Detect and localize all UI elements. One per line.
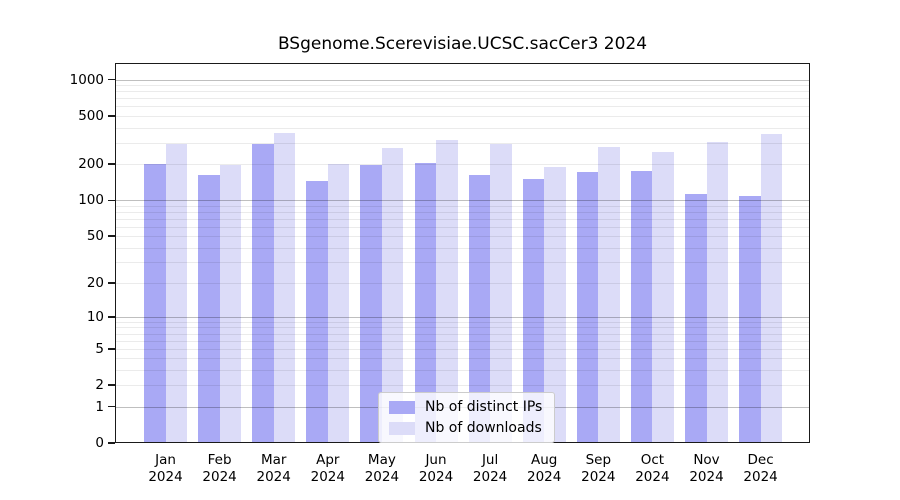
gridline-y-800	[115, 91, 810, 93]
gridline-y-4	[115, 358, 810, 360]
gridline-y-500	[115, 116, 810, 118]
gridline-y-80	[115, 211, 810, 213]
gridline-y-300	[115, 142, 810, 144]
gridline-y-9	[115, 321, 810, 323]
gridline-y-10	[115, 316, 810, 318]
gridline-y-7	[115, 333, 810, 335]
ytick-label-50: 50	[86, 228, 104, 245]
ytick-mark-200	[108, 163, 115, 165]
legend-label-distinct-ips: Nb of distinct IPs	[425, 399, 543, 415]
ytick-mark-0	[108, 442, 115, 444]
ytick-label-200: 200	[78, 156, 104, 173]
bar-apr-distinct-ips	[306, 181, 328, 443]
xtick-label-oct: Oct 2024	[635, 452, 670, 485]
ytick-mark-500	[108, 115, 115, 117]
ytick-label-100: 100	[78, 192, 104, 209]
ytick-mark-5	[108, 348, 115, 350]
gridline-y-1000	[115, 79, 810, 81]
bar-dec-downloads	[760, 134, 783, 443]
gridline-y-5	[115, 348, 810, 350]
ytick-mark-1	[108, 405, 115, 408]
ytick-label-1000: 1000	[69, 71, 104, 88]
xtick-label-may: May 2024	[364, 452, 400, 485]
gridline-y-40	[115, 247, 810, 249]
bar-may-distinct-ips	[360, 165, 382, 443]
bar-jun-downloads	[436, 139, 458, 443]
xtick-label-apr: Apr 2024	[310, 452, 345, 485]
xtick-label-sep: Sep 2024	[581, 452, 616, 485]
plot-area: Nb of distinct IPs Nb of downloads	[115, 63, 810, 443]
bar-oct-downloads	[652, 152, 674, 443]
ytick-label-2: 2	[95, 377, 104, 394]
ytick-label-5: 5	[95, 340, 104, 357]
bar-feb-distinct-ips	[198, 175, 220, 443]
bar-jul-downloads	[490, 143, 512, 443]
bar-sep-distinct-ips	[576, 172, 599, 443]
xtick-label-nov: Nov 2024	[689, 452, 724, 485]
gridline-y-6	[115, 340, 810, 342]
bar-may-downloads	[381, 147, 404, 443]
bar-aug-downloads	[544, 167, 566, 443]
xtick-label-jul: Jul 2024	[472, 452, 508, 485]
xtick-label-dec: Dec 2024	[743, 452, 778, 485]
gridline-y-60	[115, 226, 810, 228]
gridline-y-400	[115, 127, 810, 129]
ytick-mark-10	[108, 316, 115, 318]
gridline-y-8	[115, 327, 810, 329]
xtick-label-jun: Jun 2024	[418, 452, 454, 485]
ytick-mark-1000	[108, 78, 115, 81]
gridline-y-30	[115, 262, 810, 264]
bar-oct-distinct-ips	[630, 171, 653, 443]
ytick-label-1: 1	[95, 398, 104, 415]
gridline-y-70	[115, 218, 810, 220]
gridline-y-900	[115, 85, 810, 87]
bar-mar-downloads	[273, 132, 296, 443]
gridline-y-600	[115, 106, 810, 108]
gridline-y-90	[115, 205, 810, 207]
legend: Nb of distinct IPs Nb of downloads	[378, 392, 556, 443]
gridline-y-700	[115, 98, 810, 100]
legend-item-downloads: Nb of downloads	[389, 420, 542, 436]
ytick-mark-50	[108, 235, 115, 237]
xtick-label-feb: Feb 2024	[202, 452, 237, 485]
gridline-y-20	[115, 282, 810, 284]
ytick-label-500: 500	[78, 108, 104, 125]
gridline-y-50	[115, 236, 810, 238]
bar-jun-distinct-ips	[414, 163, 436, 443]
ytick-mark-100	[108, 199, 115, 201]
bar-feb-downloads	[219, 165, 242, 443]
bar-jan-downloads	[165, 143, 187, 443]
bar-jan-distinct-ips	[144, 164, 166, 443]
ytick-mark-20	[108, 282, 115, 284]
xtick-label-mar: Mar 2024	[256, 452, 291, 485]
bar-sep-downloads	[598, 147, 620, 443]
gridline-y-200	[115, 164, 810, 166]
bar-nov-distinct-ips	[685, 194, 707, 443]
ytick-label-0: 0	[95, 435, 104, 451]
bar-mar-distinct-ips	[252, 143, 274, 443]
bar-apr-downloads	[327, 164, 350, 443]
gridline-y-2	[115, 385, 810, 387]
bar-jul-distinct-ips	[468, 175, 491, 443]
xtick-label-aug: Aug 2024	[527, 452, 562, 485]
bar-dec-distinct-ips	[739, 196, 761, 443]
ytick-label-10: 10	[86, 308, 104, 325]
legend-swatch-distinct-ips	[389, 400, 415, 414]
legend-item-distinct-ips: Nb of distinct IPs	[389, 399, 542, 415]
legend-swatch-downloads	[389, 421, 415, 435]
ytick-label-20: 20	[86, 274, 104, 291]
ytick-mark-2	[108, 384, 115, 386]
bar-aug-distinct-ips	[522, 178, 545, 443]
bar-nov-downloads	[706, 142, 728, 443]
gridline-y-100	[115, 200, 810, 202]
gridline-y-3	[115, 370, 810, 372]
legend-label-downloads: Nb of downloads	[425, 420, 542, 436]
xtick-label-jan: Jan 2024	[148, 452, 183, 485]
chart-title: BSgenome.Scerevisiae.UCSC.sacCer3 2024	[277, 34, 648, 54]
